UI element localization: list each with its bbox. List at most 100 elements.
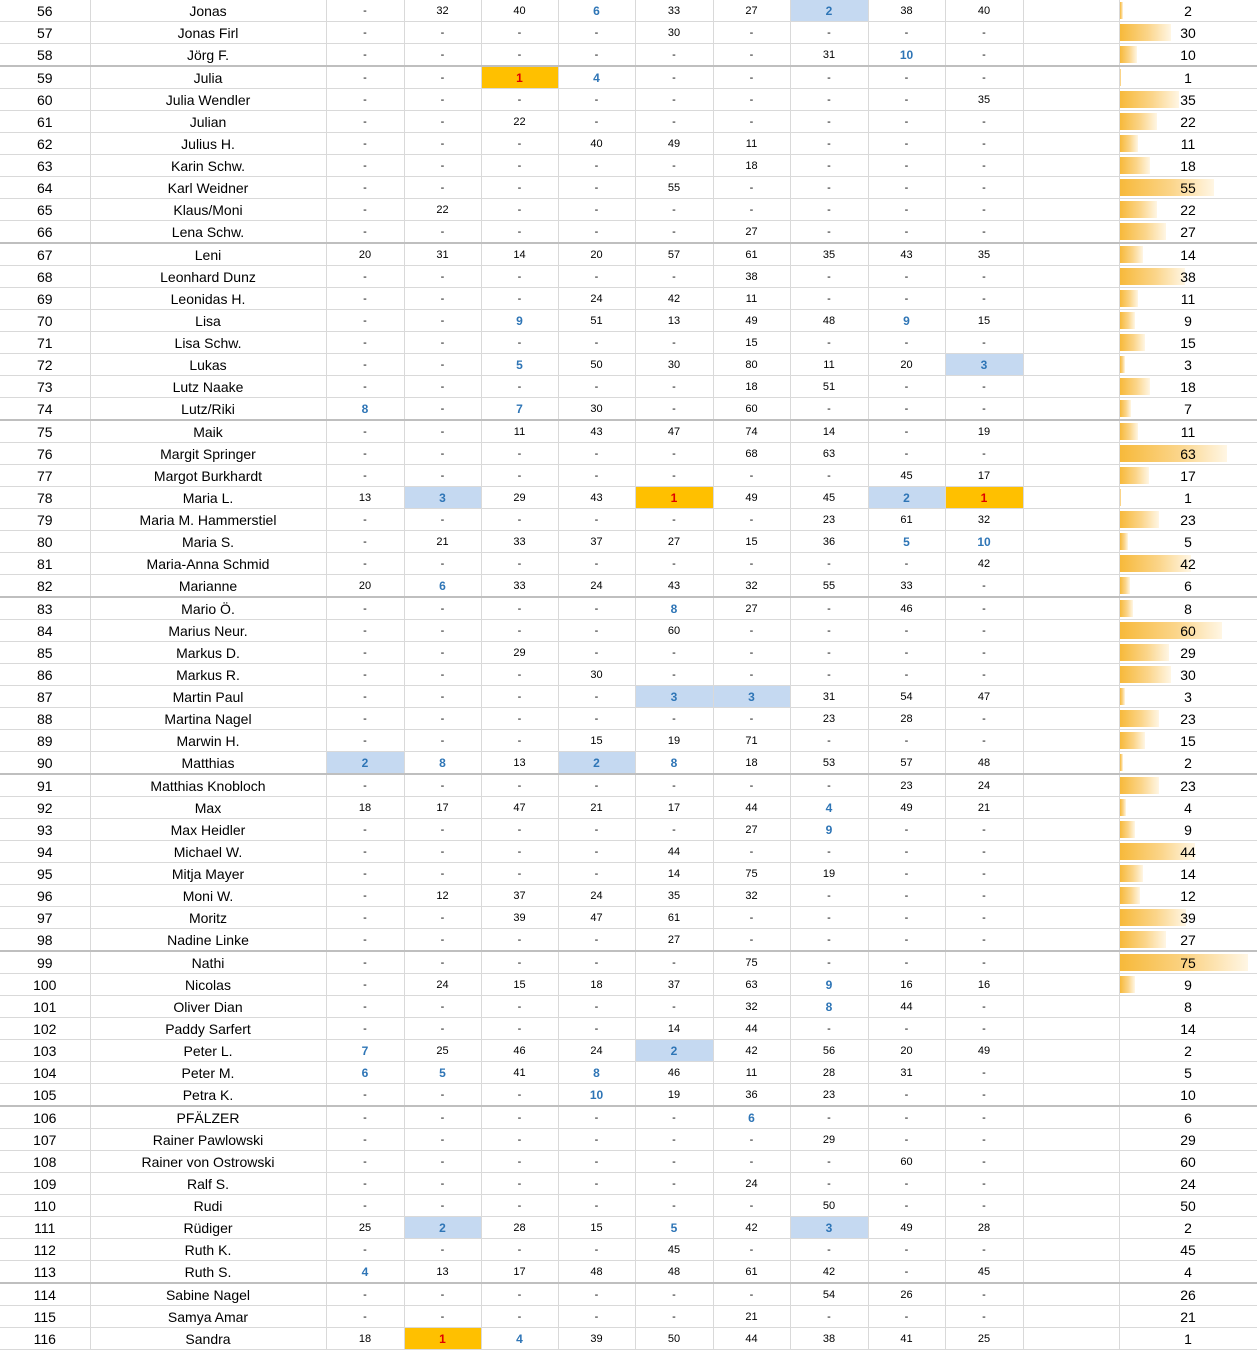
- best-rank-cell[interactable]: 5: [1119, 530, 1257, 553]
- rank-cell[interactable]: -: [558, 442, 636, 465]
- rank-cell[interactable]: -: [404, 21, 482, 44]
- rank-cell[interactable]: -: [790, 66, 869, 89]
- rank-cell[interactable]: 17: [635, 796, 714, 819]
- rank-cell[interactable]: 42: [790, 1260, 869, 1284]
- rank-cell[interactable]: 41: [868, 1327, 946, 1350]
- rank-cell[interactable]: 51: [790, 375, 869, 398]
- rank-cell[interactable]: -: [945, 198, 1024, 221]
- rank-cell[interactable]: -: [868, 1194, 946, 1217]
- rank-cell[interactable]: -: [945, 951, 1024, 974]
- rank-cell[interactable]: -: [558, 685, 636, 708]
- rank-cell[interactable]: 41: [481, 1061, 559, 1084]
- rank-cell[interactable]: -: [481, 1128, 559, 1151]
- rank-cell[interactable]: -: [481, 1083, 559, 1107]
- best-rank-cell[interactable]: 60: [1119, 619, 1257, 642]
- empty-cell[interactable]: [1023, 884, 1120, 907]
- rank-cell[interactable]: 21: [945, 796, 1024, 819]
- rank-cell[interactable]: -: [326, 43, 405, 67]
- rank-cell[interactable]: 25: [945, 1327, 1024, 1350]
- name-cell[interactable]: Leonhard Dunz: [90, 265, 327, 288]
- rank-cell[interactable]: -: [945, 906, 1024, 929]
- rank-cell[interactable]: 8: [404, 751, 482, 775]
- rank-cell[interactable]: -: [404, 685, 482, 708]
- rank-cell[interactable]: -: [481, 818, 559, 841]
- rank-cell[interactable]: 37: [635, 973, 714, 996]
- rank-cell[interactable]: -: [558, 951, 636, 974]
- rank-cell[interactable]: 55: [635, 176, 714, 199]
- rank-cell[interactable]: 61: [868, 508, 946, 531]
- rank-cell[interactable]: 15: [558, 1216, 636, 1239]
- rank-cell[interactable]: -: [326, 1106, 405, 1129]
- rank-cell[interactable]: -: [945, 663, 1024, 686]
- empty-cell[interactable]: [1023, 597, 1120, 620]
- rank-cell[interactable]: -: [481, 597, 559, 620]
- row-number-cell[interactable]: 97: [0, 906, 91, 929]
- rank-cell[interactable]: 45: [790, 486, 869, 509]
- rank-cell[interactable]: -: [790, 397, 869, 421]
- rank-cell[interactable]: 71: [713, 729, 791, 752]
- rank-cell[interactable]: -: [326, 1238, 405, 1261]
- best-rank-cell[interactable]: 18: [1119, 375, 1257, 398]
- rank-cell[interactable]: -: [868, 619, 946, 642]
- rank-cell[interactable]: 3: [790, 1216, 869, 1239]
- rank-cell[interactable]: 45: [635, 1238, 714, 1261]
- row-number-cell[interactable]: 68: [0, 265, 91, 288]
- rank-cell[interactable]: 2: [404, 1216, 482, 1239]
- rank-cell[interactable]: -: [635, 774, 714, 797]
- empty-cell[interactable]: [1023, 486, 1120, 509]
- rank-cell[interactable]: -: [713, 176, 791, 199]
- rank-cell[interactable]: 3: [404, 486, 482, 509]
- rank-cell[interactable]: 48: [635, 1260, 714, 1284]
- rank-cell[interactable]: -: [326, 88, 405, 111]
- rank-cell[interactable]: -: [481, 176, 559, 199]
- best-rank-cell[interactable]: 17: [1119, 464, 1257, 487]
- rank-cell[interactable]: 21: [404, 530, 482, 553]
- rank-cell[interactable]: 1: [635, 486, 714, 509]
- rank-cell[interactable]: -: [790, 464, 869, 487]
- rank-cell[interactable]: -: [404, 818, 482, 841]
- rank-cell[interactable]: -: [404, 88, 482, 111]
- rank-cell[interactable]: -: [635, 88, 714, 111]
- best-rank-cell[interactable]: 30: [1119, 663, 1257, 686]
- name-cell[interactable]: Ralf S.: [90, 1172, 327, 1195]
- rank-cell[interactable]: -: [326, 154, 405, 177]
- rank-cell[interactable]: -: [790, 597, 869, 620]
- rank-cell[interactable]: -: [326, 21, 405, 44]
- rank-cell[interactable]: 28: [868, 707, 946, 730]
- rank-cell[interactable]: 15: [558, 729, 636, 752]
- rank-cell[interactable]: -: [945, 995, 1024, 1018]
- rank-cell[interactable]: 31: [790, 685, 869, 708]
- rank-cell[interactable]: 4: [790, 796, 869, 819]
- rank-cell[interactable]: -: [326, 951, 405, 974]
- rank-cell[interactable]: -: [945, 818, 1024, 841]
- row-number-cell[interactable]: 70: [0, 309, 91, 332]
- rank-cell[interactable]: -: [558, 597, 636, 620]
- rank-cell[interactable]: 27: [713, 0, 791, 22]
- rank-cell[interactable]: -: [635, 663, 714, 686]
- rank-cell[interactable]: 15: [713, 530, 791, 553]
- rank-cell[interactable]: 15: [481, 973, 559, 996]
- rank-cell[interactable]: 57: [868, 751, 946, 775]
- empty-cell[interactable]: [1023, 641, 1120, 664]
- rank-cell[interactable]: 60: [868, 1150, 946, 1173]
- rank-cell[interactable]: 37: [558, 530, 636, 553]
- rank-cell[interactable]: -: [945, 132, 1024, 155]
- name-cell[interactable]: Klaus/Moni: [90, 198, 327, 221]
- rank-cell[interactable]: -: [326, 928, 405, 952]
- rank-cell[interactable]: 33: [868, 574, 946, 598]
- rank-cell[interactable]: -: [326, 818, 405, 841]
- name-cell[interactable]: Lena Schw.: [90, 220, 327, 244]
- rank-cell[interactable]: 14: [790, 420, 869, 443]
- rank-cell[interactable]: -: [326, 464, 405, 487]
- rank-cell[interactable]: -: [558, 1017, 636, 1040]
- rank-cell[interactable]: -: [326, 707, 405, 730]
- row-number-cell[interactable]: 66: [0, 220, 91, 244]
- best-rank-cell[interactable]: 27: [1119, 220, 1257, 244]
- rank-cell[interactable]: 18: [713, 751, 791, 775]
- empty-cell[interactable]: [1023, 198, 1120, 221]
- empty-cell[interactable]: [1023, 1238, 1120, 1261]
- rank-cell[interactable]: -: [868, 1128, 946, 1151]
- row-number-cell[interactable]: 91: [0, 774, 91, 797]
- rank-cell[interactable]: 19: [635, 1083, 714, 1107]
- rank-cell[interactable]: -: [404, 132, 482, 155]
